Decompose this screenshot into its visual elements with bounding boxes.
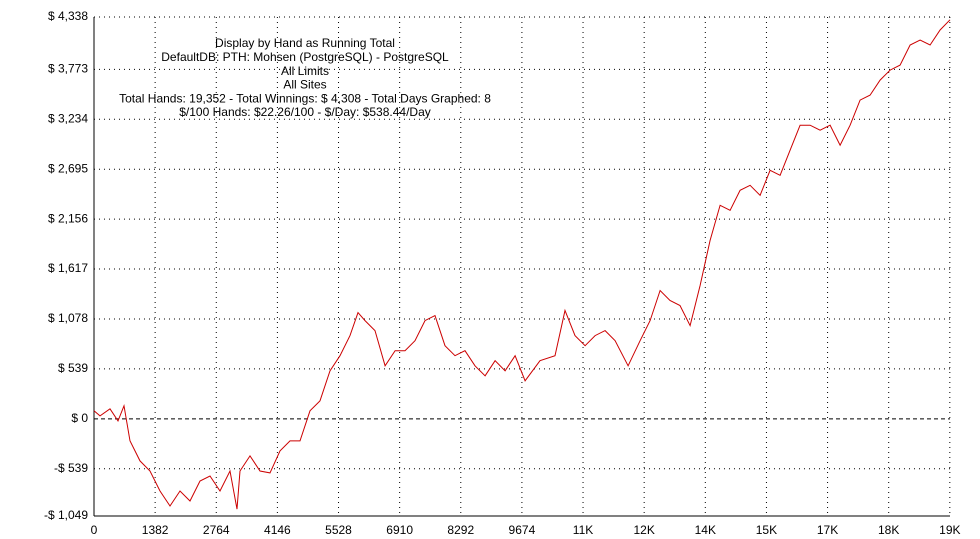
x-tick-label: 4146 [264,523,291,537]
chart-title: All Limits [281,64,329,78]
x-tick-label: 9674 [509,523,536,537]
y-tick-label: $ 2,695 [48,161,88,175]
y-tick-label: -$ 1,049 [44,508,88,522]
x-tick-label: 12K [633,523,654,537]
y-tick-label: $ 4,338 [48,9,88,23]
y-tick-label: $ 2,156 [48,211,88,225]
y-tick-label: $ 1,617 [48,261,88,275]
chart-title: DefaultDB: PTH: Mohsen (PostgreSQL) - Po… [161,50,449,64]
chart-title: All Sites [283,78,326,92]
y-tick-label: $ 3,773 [48,62,88,76]
x-tick-label: 8292 [447,523,474,537]
y-tick-label: $ 0 [71,411,88,425]
x-tick-label: 0 [91,523,98,537]
x-tick-label: 15K [756,523,777,537]
x-tick-label: 1382 [142,523,169,537]
y-tick-label: $ 1,078 [48,311,88,325]
x-tick-label: 14K [695,523,716,537]
y-tick-label: -$ 539 [54,461,88,475]
chart-title: $/100 Hands: $22.26/100 - $/Day: $538.44… [179,105,431,119]
chart-title: Total Hands: 19,352 - Total Winnings: $ … [119,91,491,105]
y-tick-label: $ 3,234 [48,111,88,125]
x-tick-label: 11K [573,523,593,537]
line [93,19,951,510]
chart-title: Display by Hand as Running Total [215,36,395,50]
x-tick-label: 6910 [386,523,413,537]
x-tick-label: 17K [817,523,838,537]
x-tick-label: 18K [878,523,899,537]
y-tick-label: $ 539 [58,361,88,375]
x-tick-label: 2764 [203,523,230,537]
x-tick-label: 19K [939,523,960,537]
x-tick-label: 5528 [325,523,352,537]
